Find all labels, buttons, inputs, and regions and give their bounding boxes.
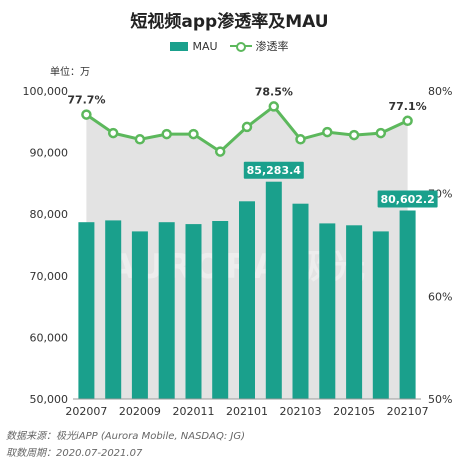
penetration-point-202011 — [188, 128, 199, 140]
bar-202104 — [319, 223, 336, 399]
penetration-point-202107 — [402, 115, 413, 127]
x-tick-label-202103: 202103 — [280, 405, 322, 418]
penetration-point-202101 — [241, 121, 253, 133]
bar-202106 — [372, 231, 389, 399]
x-tick-label-202009: 202009 — [119, 405, 161, 418]
chart-title: 短视频app渗透率及MAU — [130, 12, 329, 32]
x-tick-label-202011: 202011 — [173, 405, 215, 418]
bar-202105 — [346, 225, 363, 399]
penetration-point-202102 — [268, 101, 280, 112]
legend-swatch-mau — [170, 41, 189, 51]
penetration-point-202106 — [375, 127, 387, 139]
x-tick-label-202101: 202101 — [226, 405, 268, 418]
y-left-tick-label: 70,000 — [30, 270, 69, 283]
y-right-tick-label: 80% — [428, 85, 452, 98]
y-left-tick-label: 80,000 — [30, 208, 69, 221]
y-left-tick-label: 100,000 — [23, 85, 69, 98]
bar-202008 — [105, 220, 122, 399]
penetration-label-202107: 77.1% — [389, 100, 427, 113]
penetration-label-202007: 77.7% — [67, 94, 105, 107]
x-tick-label-202105: 202105 — [333, 405, 375, 418]
penetration-point-202007 — [81, 109, 92, 120]
penetration-point-202103 — [295, 134, 306, 145]
legend-item-penetration: 渗透率 — [229, 38, 289, 54]
penetration-label-202102: 78.5% — [255, 85, 293, 98]
penetration-point-202010 — [161, 128, 172, 140]
y-right-tick-label: 60% — [428, 290, 452, 303]
penetration-point-202009 — [134, 134, 146, 145]
penetration-point-202104 — [322, 126, 333, 138]
bar-202007 — [78, 222, 95, 399]
bar-202101 — [239, 201, 255, 399]
y-left-tick-label: 90,000 — [30, 147, 69, 160]
x-tick-label-202007: 202007 — [65, 405, 107, 418]
bar-202011 — [185, 224, 202, 399]
legend-label-penetration: 渗透率 — [255, 40, 289, 53]
bar-202107 — [399, 210, 416, 399]
legend-label-mau: MAU — [192, 39, 218, 53]
bar-label-box-202102 — [243, 161, 304, 179]
y-right-tick-label: 50% — [428, 393, 452, 406]
unit-label: 单位：万 — [50, 67, 90, 78]
bar-label-box-202107 — [377, 190, 438, 208]
footer-period: 取数周期：2020.07-2021.07 — [6, 448, 143, 459]
y-left-tick-label: 60,000 — [30, 331, 69, 344]
legend-line-penetration — [229, 41, 252, 52]
penetration-point-202012 — [214, 146, 226, 157]
chart-legend: MAU 渗透率 — [0, 38, 459, 54]
penetration-point-202008 — [107, 127, 119, 139]
bar-202103 — [292, 203, 309, 399]
bar-202010 — [158, 222, 175, 399]
footer-source: 数据来源：极光iAPP (Aurora Mobile, NASDAQ: JG) — [6, 431, 245, 442]
bar-label-202102: 85,283.4 — [247, 164, 302, 177]
x-tick-label-202107: 202107 — [387, 405, 429, 418]
bar-202102 — [265, 181, 282, 399]
bar-202012 — [212, 221, 229, 399]
legend-item-mau: MAU — [170, 39, 218, 53]
bar-label-202107: 80,602.2 — [380, 193, 434, 206]
penetration-point-202105 — [348, 129, 360, 141]
y-left-tick-label: 50,000 — [30, 393, 69, 406]
bar-202009 — [131, 231, 148, 399]
